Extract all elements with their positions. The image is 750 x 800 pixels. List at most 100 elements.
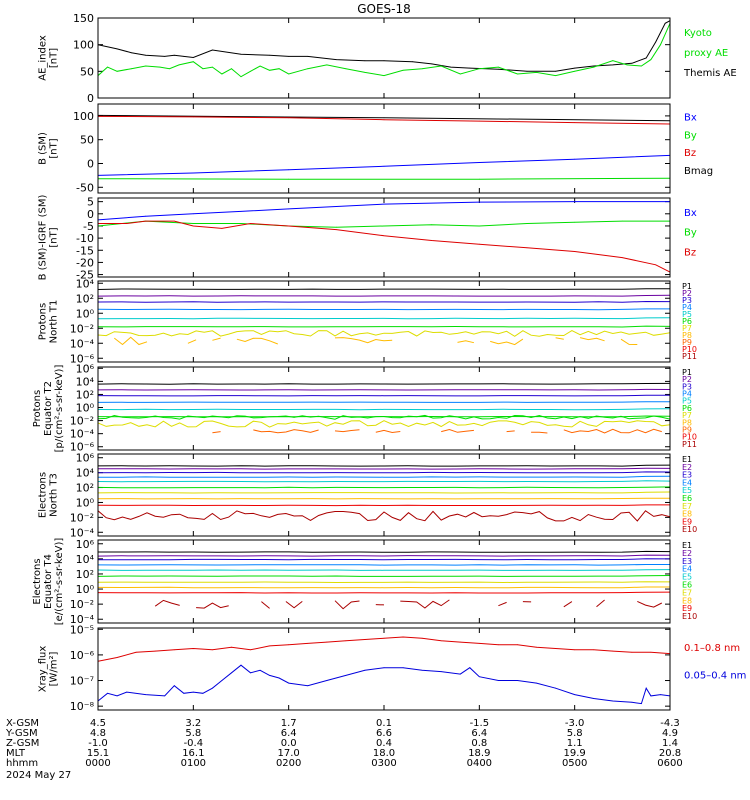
legend-entry: E1: [682, 541, 692, 550]
data-point: [478, 178, 480, 180]
x-axis-row-value: 1.4: [662, 738, 678, 749]
panel-legend: Bx By Bz Bmag: [684, 112, 713, 176]
flux-channel-line: [98, 382, 670, 385]
y-tick-label: 10⁻⁴: [70, 337, 95, 350]
data-point: [192, 213, 194, 215]
x-axis-row-value: -1.0: [88, 738, 108, 749]
data-point: [650, 695, 652, 697]
x-axis-row-value: 18.0: [373, 748, 395, 759]
y-tick-label: 10⁴: [76, 277, 95, 290]
flux-channel-line: [98, 586, 670, 589]
data-point: [574, 67, 576, 69]
data-point: [183, 692, 185, 694]
data-point: [660, 694, 661, 695]
legend-entry: By: [684, 130, 697, 141]
data-point: [288, 169, 290, 171]
x-axis-row-value: 1.7: [281, 718, 297, 729]
x-axis-row-value: 0.0: [281, 738, 297, 749]
legend-entry: P2: [682, 289, 692, 298]
legend-entry: P10: [682, 433, 697, 442]
legend-entry: P7: [682, 411, 692, 420]
y-tick-label: 10⁻⁵: [70, 623, 94, 636]
data-point: [478, 162, 480, 163]
data-point: [288, 225, 290, 227]
data-point: [526, 247, 528, 249]
data-point: [402, 667, 404, 669]
data-point: [288, 178, 290, 180]
x-axis-row-value: -1.5: [470, 718, 490, 729]
data-point: [192, 225, 194, 227]
data-point: [664, 22, 666, 24]
flux-channel-line: [98, 317, 670, 320]
legend-entry: E9: [682, 604, 692, 613]
y-tick-label: 100: [73, 39, 94, 52]
data-series-group: [98, 550, 670, 610]
flux-channel-line: [98, 300, 670, 303]
data-point: [412, 61, 413, 63]
date-label: 2024 May 27: [6, 770, 71, 781]
data-point: [555, 70, 556, 72]
x-axis-row-value: 4.5: [90, 718, 106, 729]
y-tick-label: 10⁻⁸: [70, 700, 95, 713]
flux-channel-line: [98, 288, 670, 290]
data-point: [240, 211, 242, 212]
data-point: [173, 649, 175, 651]
legend-entry: E4: [682, 478, 692, 487]
y-axis-label: Electrons: [32, 558, 43, 604]
flux-channel-trace: [98, 420, 670, 428]
series-line: [98, 23, 670, 78]
x-axis-row-value: 6.4: [281, 728, 297, 739]
data-point: [517, 73, 518, 75]
legend-entry: E10: [682, 612, 697, 621]
flux-channel-trace: [531, 431, 548, 434]
data-point: [459, 641, 461, 643]
data-point: [364, 639, 366, 640]
data-point: [645, 57, 647, 59]
x-axis-row-value: 19.9: [564, 748, 586, 759]
data-point: [159, 66, 161, 68]
data-point: [517, 680, 518, 681]
panel-frame: [97, 539, 671, 624]
x-axis-row-value: 0.4: [376, 738, 392, 749]
x-axis-row-value: 17.0: [278, 748, 300, 759]
y-tick-label: 100: [73, 110, 94, 123]
data-point: [345, 675, 347, 676]
y-tick-label: 0: [87, 208, 94, 221]
y-tick-label: 10⁴: [76, 375, 95, 388]
data-point: [650, 651, 652, 653]
y-axis-label: North T3: [49, 473, 60, 517]
x-axis-row-label: Z-GSM: [6, 738, 39, 749]
legend-entry: P3: [682, 382, 692, 391]
x-axis-row-value: -0.4: [184, 738, 204, 749]
x-axis-row-value: 0000: [85, 758, 110, 769]
y-tick-label: 10⁴: [76, 467, 95, 480]
legend-entry: By: [684, 228, 697, 239]
data-point: [498, 66, 499, 68]
series-line: [98, 201, 670, 221]
flux-channel-trace: [253, 429, 319, 434]
legend-entry: E1: [682, 455, 692, 464]
legend-entry: P11: [682, 352, 697, 361]
x-axis-row-value: 15.1: [87, 748, 109, 759]
data-point: [288, 208, 290, 210]
y-tick-label: -5: [83, 220, 94, 233]
legend-entry: E6: [682, 581, 692, 590]
panel-frame: [97, 17, 671, 99]
panel-frame: [97, 453, 671, 537]
data-point: [212, 649, 213, 651]
legend-entry: Bz: [684, 148, 696, 159]
data-point: [612, 700, 614, 702]
flux-channel-trace: [506, 430, 515, 433]
series-line: [98, 664, 670, 705]
x-axis-row-value: 0.8: [471, 738, 487, 749]
flux-channel-line: [98, 394, 670, 397]
x-axis-row-value: 5.8: [185, 728, 201, 739]
x-axis-row-value: 0600: [657, 758, 682, 769]
data-point: [173, 220, 175, 222]
flux-channel-trace: [261, 601, 270, 609]
flux-channel-trace: [334, 600, 360, 610]
